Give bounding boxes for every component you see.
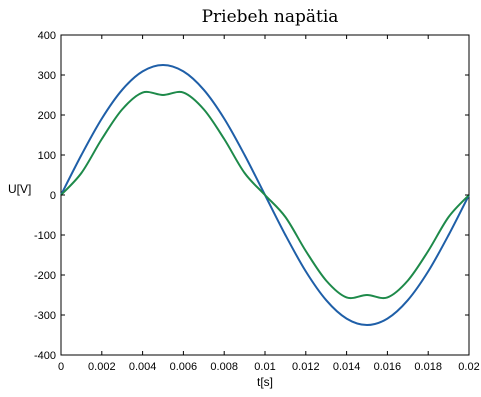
ticks-layer: 0 0.002 0.004 0.006 0.008 0.01 0.012 0.014 0.016… bbox=[34, 30, 480, 373]
x-tick-label: 0.008 bbox=[210, 361, 238, 373]
x-tick-label: 0.012 bbox=[292, 361, 320, 373]
series-line-2 bbox=[60, 90, 470, 300]
x-tick-label: 0.02 bbox=[458, 361, 479, 373]
y-tick-label: 0 bbox=[50, 190, 56, 202]
y-tick-label: -400 bbox=[34, 350, 56, 362]
y-tick-label: -200 bbox=[34, 270, 56, 282]
y-axis-label: U[V] bbox=[8, 182, 31, 196]
x-tick-label: 0.016 bbox=[374, 361, 402, 373]
chart-title: Priebeh napätia bbox=[202, 7, 339, 27]
series-layer bbox=[60, 64, 470, 326]
x-tick-label: 0.01 bbox=[254, 361, 275, 373]
y-tick-label: -100 bbox=[34, 230, 56, 242]
x-tick-label: 0 bbox=[58, 361, 64, 373]
y-tick-label: 400 bbox=[38, 30, 56, 42]
x-tick-label: 0.014 bbox=[333, 361, 361, 373]
x-tick-label: 0.002 bbox=[88, 361, 116, 373]
y-tick-label: -300 bbox=[34, 310, 56, 322]
y-tick-label: 300 bbox=[38, 70, 56, 82]
x-tick-label: 0.004 bbox=[129, 361, 157, 373]
x-tick-label: 0.018 bbox=[414, 361, 442, 373]
y-tick-label: 100 bbox=[38, 150, 56, 162]
y-tick-label: 200 bbox=[38, 110, 56, 122]
x-axis-label: t[s] bbox=[257, 375, 273, 389]
x-tick-label: 0.006 bbox=[170, 361, 198, 373]
